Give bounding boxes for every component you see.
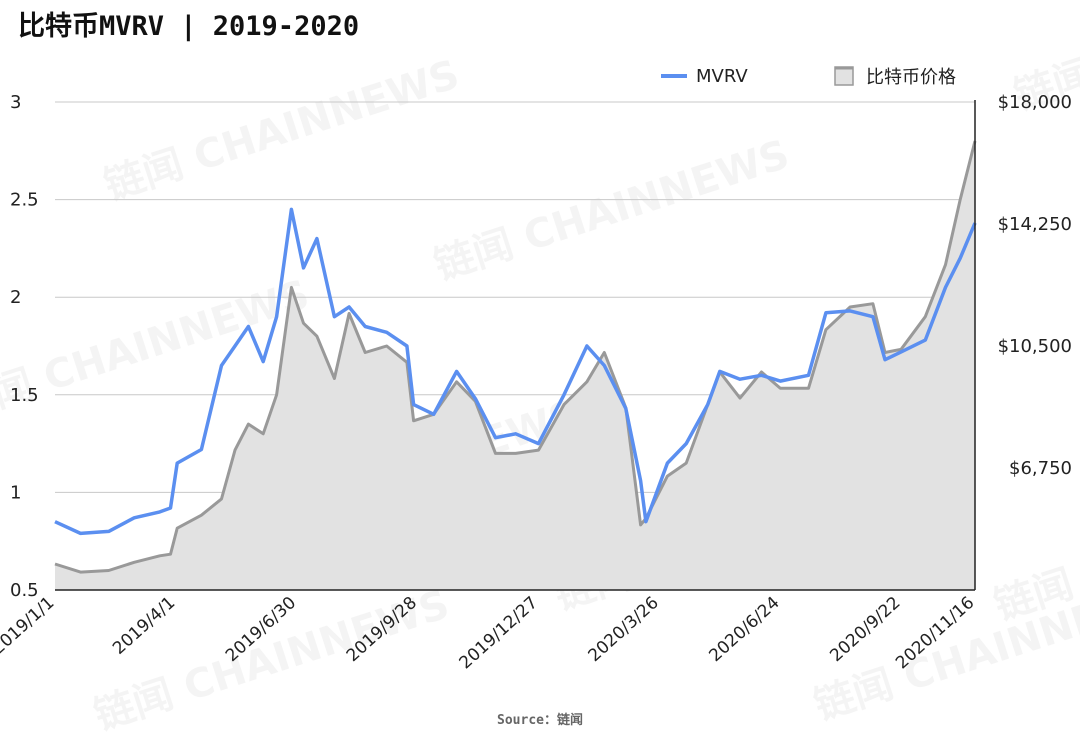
watermark-text: 链闻 CHAINNEWS	[99, 51, 465, 209]
mvrv-line	[54, 207, 977, 536]
legend: MVRV 比特币价格	[661, 66, 956, 88]
x-tick-label: 2019/12/27	[456, 593, 542, 673]
legend-price-swatch	[834, 66, 854, 86]
legend-mvrv-label: MVRV	[696, 66, 748, 87]
x-tick-label: 2019/1/1	[0, 593, 58, 659]
source-label: Source：链闻	[497, 712, 583, 728]
watermark-text: 链闻 CHAINNEWS	[429, 131, 795, 289]
x-axis-ticks: 2019/1/1 2019/4/1 2019/6/30 2019/9/28 2019/1…	[0, 593, 978, 673]
watermark-text: 链闻 CHAINNEWS	[989, 471, 1080, 629]
chart-title: 比特币MVRV | 2019-2020	[18, 11, 359, 42]
left-y-tick-label: 1	[10, 482, 21, 503]
left-y-tick-label: 1.5	[10, 385, 39, 406]
right-y-axis-ticks: $6,750 $10,500 $14,250 $18,000	[998, 92, 1072, 479]
right-y-tick-label: $18,000	[998, 92, 1072, 113]
mvrv-series	[54, 207, 977, 536]
x-tick-label: 2020/6/24	[705, 593, 783, 666]
x-tick-label: 2019/4/1	[109, 593, 179, 659]
right-y-tick-label: $14,250	[998, 214, 1072, 235]
axes	[55, 100, 976, 591]
x-tick-label: 2020/9/22	[826, 593, 904, 666]
price-area	[55, 141, 975, 590]
right-y-tick-label: $10,500	[998, 336, 1072, 357]
left-y-tick-label: 0.5	[10, 580, 39, 601]
left-y-tick-label: 3	[10, 92, 21, 113]
legend-price-label: 比特币价格	[866, 67, 956, 88]
right-y-tick-label: $6,750	[1009, 458, 1072, 479]
left-y-tick-label: 2.5	[10, 190, 39, 211]
price-series	[54, 140, 977, 590]
price-line	[54, 140, 977, 574]
left-y-tick-label: 2	[10, 287, 21, 308]
left-y-axis-ticks: 0.5 1 1.5 2 2.5 3	[10, 92, 39, 601]
